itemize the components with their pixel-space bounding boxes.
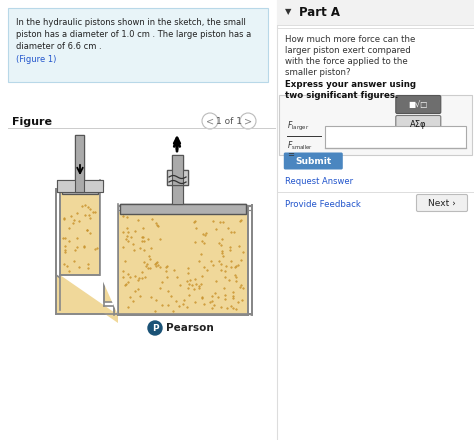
FancyBboxPatch shape <box>396 95 441 114</box>
Text: 1 of 1: 1 of 1 <box>216 117 242 125</box>
FancyBboxPatch shape <box>279 95 472 155</box>
Polygon shape <box>120 204 246 214</box>
Text: In the hydraulic pistons shown in the sketch, the small: In the hydraulic pistons shown in the sk… <box>16 18 246 27</box>
Polygon shape <box>172 155 183 204</box>
Text: ■√□: ■√□ <box>409 100 428 109</box>
Polygon shape <box>62 185 98 194</box>
Polygon shape <box>172 155 183 204</box>
Polygon shape <box>167 170 188 185</box>
Text: P: P <box>152 323 158 333</box>
Polygon shape <box>75 135 84 192</box>
Polygon shape <box>118 212 248 315</box>
Text: Part A: Part A <box>299 6 340 18</box>
Text: larger piston exert compared: larger piston exert compared <box>285 46 411 55</box>
Polygon shape <box>57 180 103 192</box>
Polygon shape <box>57 180 103 192</box>
Text: Express your answer using: Express your answer using <box>285 80 416 89</box>
Polygon shape <box>62 185 98 194</box>
Text: two significant figures.: two significant figures. <box>285 91 399 100</box>
Polygon shape <box>75 135 84 185</box>
Text: How much more force can the: How much more force can the <box>285 35 416 44</box>
Polygon shape <box>120 204 246 214</box>
Text: with the force applied to the: with the force applied to the <box>285 57 408 66</box>
Text: Next ›: Next › <box>428 198 456 208</box>
Circle shape <box>202 113 218 129</box>
Text: >: > <box>244 116 252 126</box>
Text: <: < <box>206 116 214 126</box>
Polygon shape <box>75 135 84 192</box>
Text: $F_{\rm smaller}$: $F_{\rm smaller}$ <box>287 139 313 151</box>
FancyBboxPatch shape <box>8 8 268 82</box>
Text: Request Answer: Request Answer <box>285 177 354 186</box>
Polygon shape <box>60 192 100 275</box>
Polygon shape <box>167 170 188 185</box>
FancyBboxPatch shape <box>325 126 466 148</box>
Circle shape <box>148 321 162 335</box>
Text: smaller piston?: smaller piston? <box>285 68 351 77</box>
Polygon shape <box>172 155 183 185</box>
Polygon shape <box>60 275 118 323</box>
Text: =: = <box>287 150 294 159</box>
Text: Provide Feedback: Provide Feedback <box>285 200 361 209</box>
FancyBboxPatch shape <box>417 194 467 212</box>
Circle shape <box>240 113 256 129</box>
Polygon shape <box>100 182 118 315</box>
Text: piston has a diameter of 1.0 cm . The large piston has a: piston has a diameter of 1.0 cm . The la… <box>16 30 251 39</box>
Text: Figure: Figure <box>12 117 52 127</box>
Polygon shape <box>56 188 252 315</box>
FancyBboxPatch shape <box>396 116 441 133</box>
Text: Submit: Submit <box>295 157 331 165</box>
Polygon shape <box>60 192 100 275</box>
Text: $F_{\rm larger}$: $F_{\rm larger}$ <box>287 120 310 133</box>
FancyBboxPatch shape <box>284 153 343 169</box>
Text: diameter of 6.6 cm .: diameter of 6.6 cm . <box>16 42 101 51</box>
Text: (Figure 1): (Figure 1) <box>16 55 56 64</box>
Polygon shape <box>118 212 248 315</box>
Text: ▼: ▼ <box>285 7 292 17</box>
Polygon shape <box>75 135 84 185</box>
Text: ΑΣφ: ΑΣφ <box>410 120 427 129</box>
Text: Pearson: Pearson <box>166 323 214 333</box>
Polygon shape <box>172 155 183 185</box>
FancyBboxPatch shape <box>277 0 474 25</box>
